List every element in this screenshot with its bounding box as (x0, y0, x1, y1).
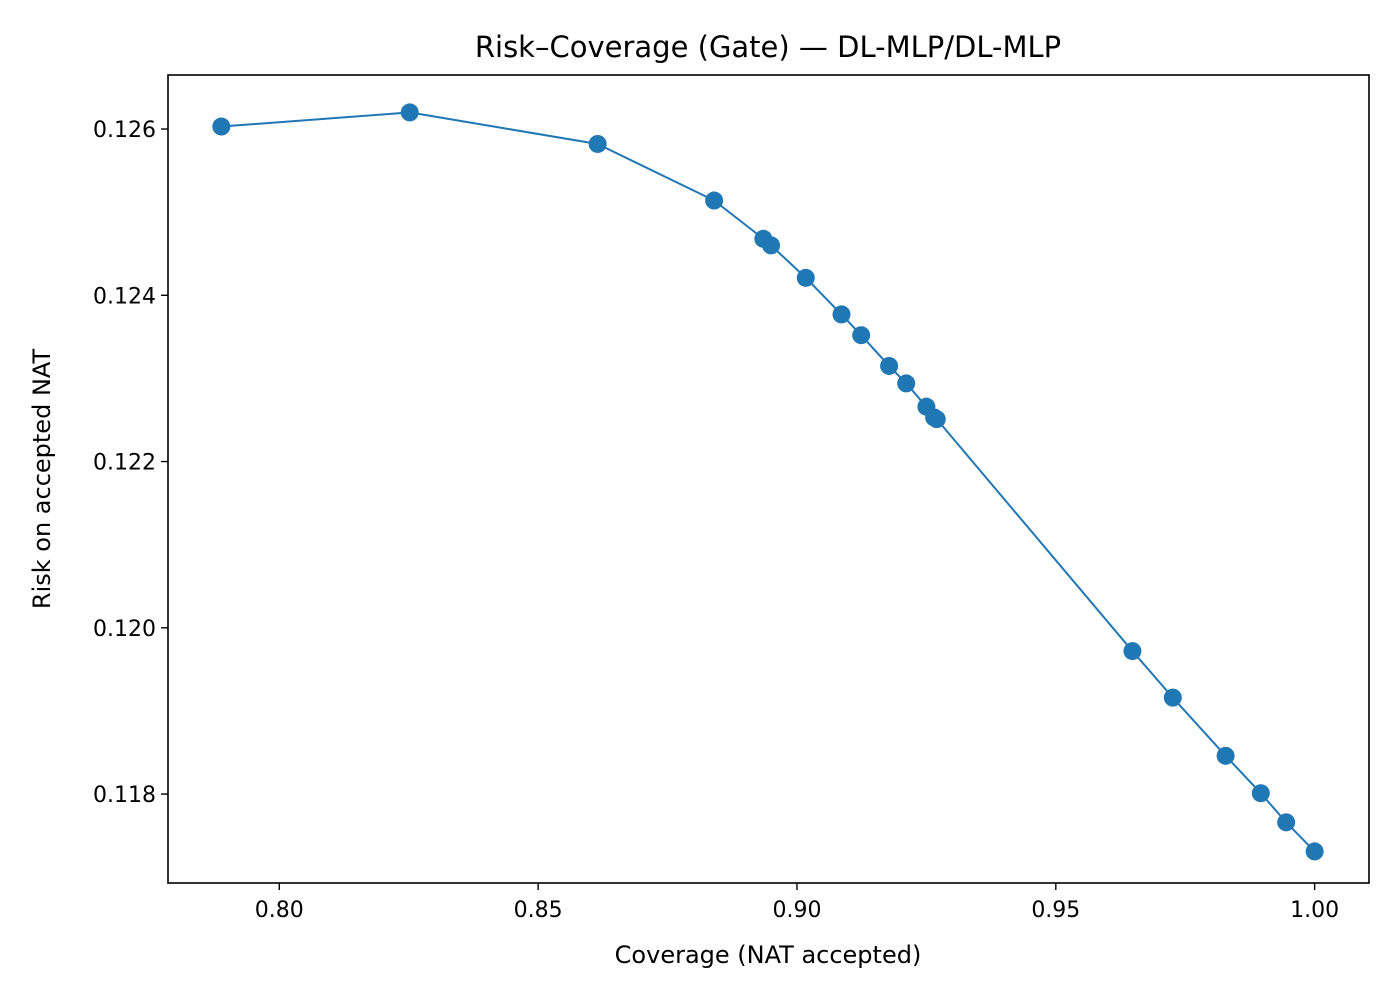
x-tick-label: 0.95 (1031, 898, 1080, 923)
y-tick-label: 0.122 (93, 451, 156, 476)
y-axis-label: Risk on accepted NAT (28, 349, 56, 610)
data-point (852, 326, 871, 345)
data-point (1251, 784, 1270, 803)
data-point (705, 191, 724, 210)
data-point (1277, 813, 1296, 832)
data-point (400, 103, 419, 122)
plot-frame (167, 74, 1370, 884)
x-tick-label: 0.85 (514, 898, 563, 923)
y-axis-ticks: 0.118 0.120 0.122 0.124 0.126 (93, 118, 168, 808)
plot-area (212, 103, 1324, 861)
data-point (1305, 842, 1324, 861)
data-point (1216, 746, 1235, 765)
data-point (1123, 642, 1142, 661)
data-point (832, 305, 851, 324)
data-point (212, 117, 231, 136)
x-axis-ticks: 0.80 0.85 0.90 0.95 1.00 (255, 883, 1339, 923)
y-tick-label: 0.120 (93, 617, 156, 642)
y-tick-label: 0.126 (93, 118, 156, 143)
data-point (762, 236, 781, 255)
data-point (1163, 688, 1182, 707)
x-tick-label: 0.90 (772, 898, 821, 923)
y-tick-label: 0.124 (93, 284, 156, 309)
y-tick-label: 0.118 (93, 783, 156, 808)
chart-title: Risk–Coverage (Gate) — DL-MLP/DL-MLP (475, 30, 1061, 64)
x-tick-label: 0.80 (255, 898, 304, 923)
data-point (927, 410, 946, 429)
x-tick-label: 1.00 (1290, 898, 1339, 923)
data-point (880, 356, 899, 375)
data-point (588, 134, 607, 153)
series-line (221, 111, 1316, 853)
x-axis-label: Coverage (NAT accepted) (615, 941, 922, 969)
data-point (796, 268, 815, 287)
data-point (897, 374, 916, 393)
